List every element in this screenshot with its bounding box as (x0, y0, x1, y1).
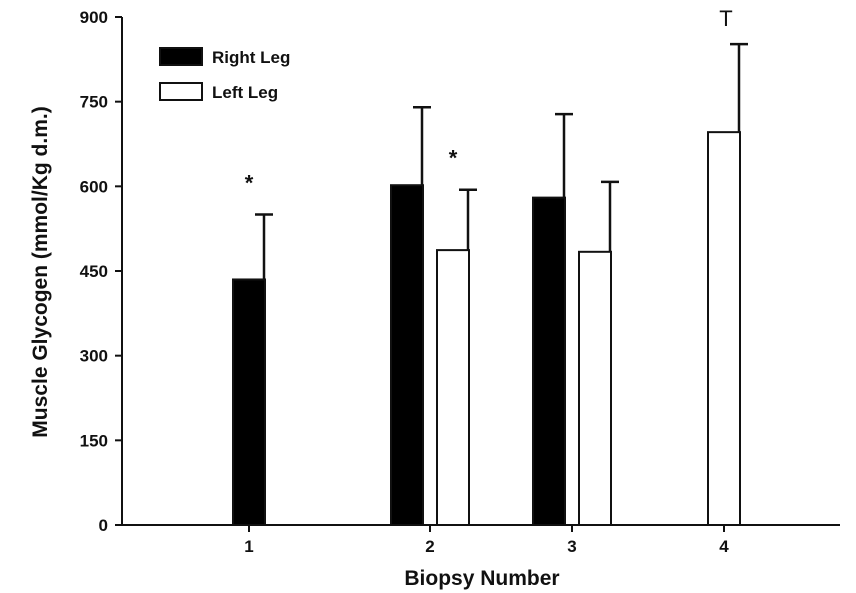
x-axis-label: Biopsy Number (404, 567, 559, 590)
bar-left-leg-2 (436, 249, 470, 526)
x-tick-label: 2 (425, 537, 434, 556)
y-axis-label: Muscle Glycogen (mmol/Kg d.m.) (29, 106, 52, 437)
y-tick-label: 0 (99, 516, 108, 535)
significance-marker: * (449, 146, 458, 171)
bar-left-leg-4 (707, 131, 741, 526)
bar-right-leg-3 (532, 196, 566, 526)
y-tick-label: 150 (80, 431, 108, 450)
y-tick-label: 750 (80, 93, 108, 112)
significance-marker: * (245, 171, 254, 196)
y-tick-label: 450 (80, 262, 108, 281)
legend-label: Right Leg (212, 48, 290, 67)
legend-label: Left Leg (212, 83, 278, 102)
y-tick-label: 300 (80, 347, 108, 366)
bar-right-leg-1 (232, 278, 266, 527)
x-tick-label: 3 (567, 537, 576, 556)
bar-left-leg-3 (578, 250, 612, 526)
y-tick-label: 900 (80, 8, 108, 27)
significance-marker: T (719, 6, 732, 31)
bar-right-leg-2 (390, 184, 424, 526)
legend-swatch (159, 82, 203, 101)
y-tick-label: 600 (80, 177, 108, 196)
legend-swatch (159, 47, 203, 66)
x-tick-label: 1 (244, 537, 253, 556)
x-tick-label: 4 (719, 537, 729, 556)
